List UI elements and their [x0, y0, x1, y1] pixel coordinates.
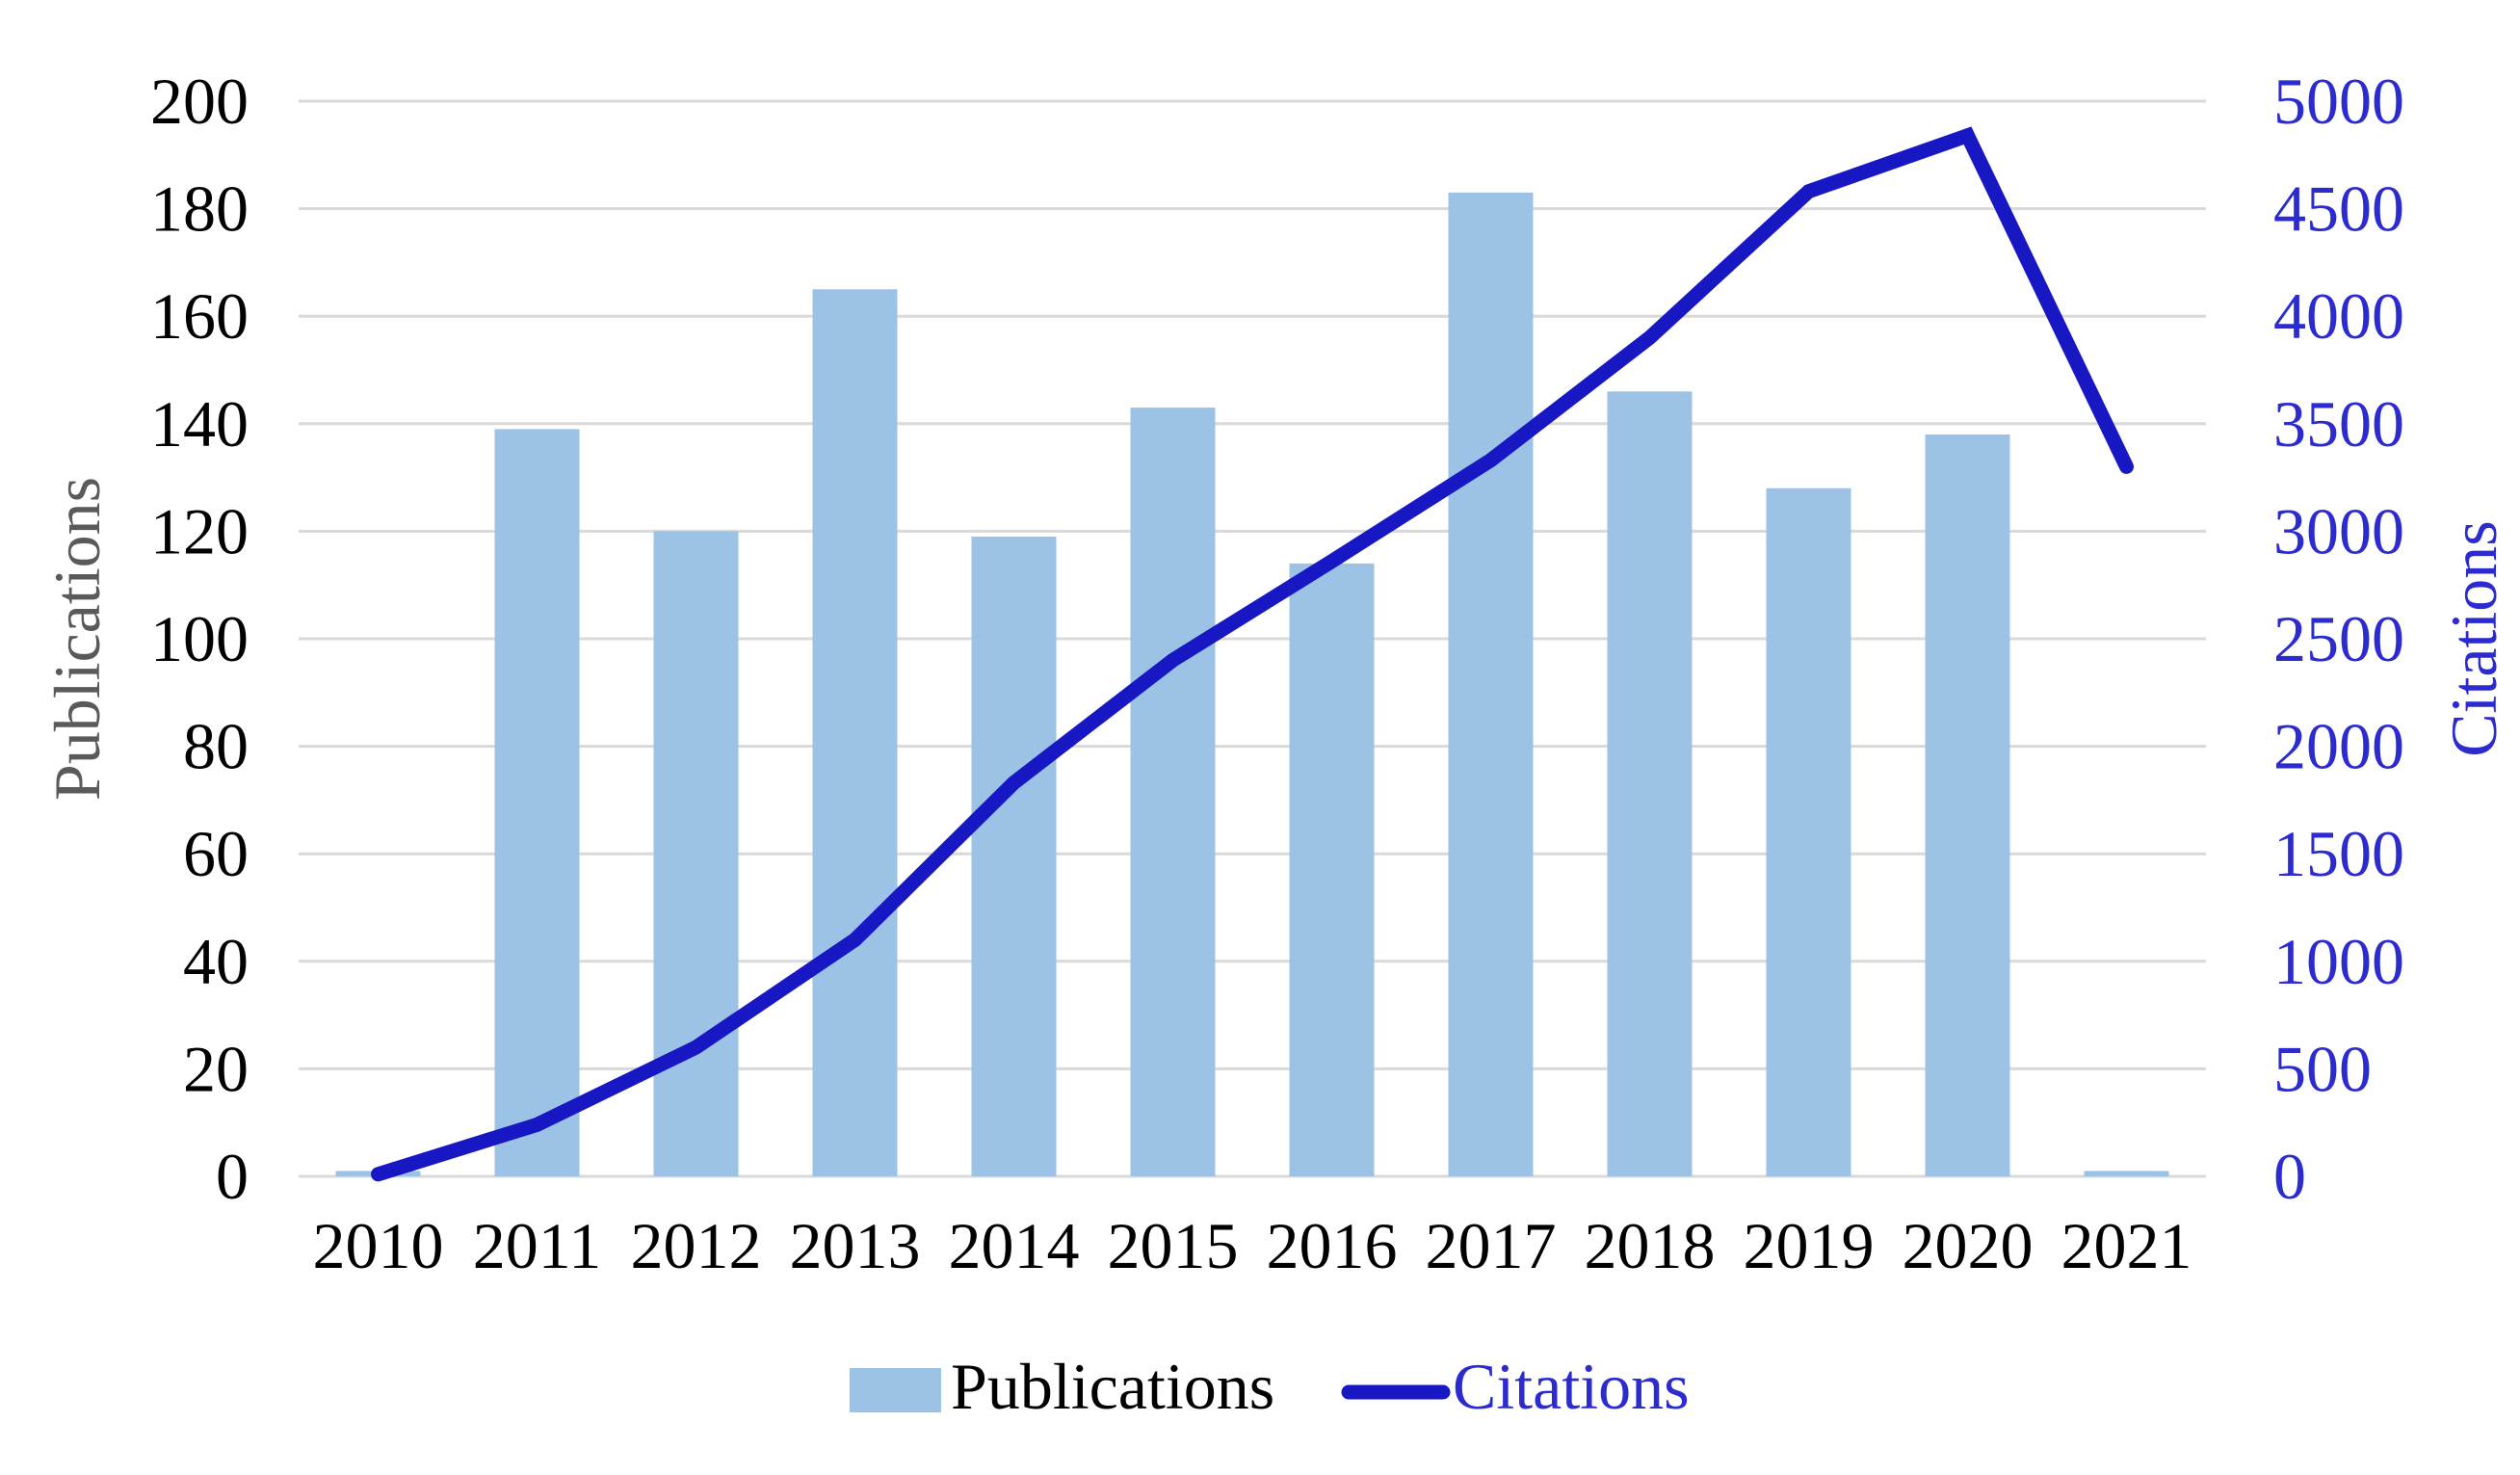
bar-2013 — [812, 289, 898, 1176]
legend-swatch-publications — [850, 1368, 941, 1412]
x-axis-label-2018: 2018 — [1585, 1209, 1716, 1282]
bar-2012 — [653, 531, 739, 1176]
left-axis-tick-label: 200 — [150, 65, 249, 138]
x-axis-label-2010: 2010 — [313, 1209, 444, 1282]
bar-2015 — [1130, 408, 1216, 1176]
legend-label-citations: Citations — [1453, 1350, 1690, 1423]
right-axis-tick-label: 4000 — [2273, 279, 2404, 353]
right-axis-tick-label: 1000 — [2273, 925, 2404, 998]
bar-2011 — [494, 429, 580, 1176]
bar-2016 — [1289, 563, 1375, 1176]
left-axis-tick-label: 60 — [183, 817, 249, 890]
left-axis-tick-label: 140 — [150, 387, 249, 461]
left-axis-tick-label: 120 — [150, 494, 249, 567]
right-axis-tick-label: 2500 — [2273, 602, 2404, 675]
right-axis-tick-label: 4500 — [2273, 172, 2404, 246]
x-axis-label-2017: 2017 — [1426, 1209, 1557, 1282]
left-axis-title: Publications — [40, 477, 114, 801]
right-axis-tick-label: 1500 — [2273, 817, 2404, 890]
left-axis-tick-label: 100 — [150, 602, 249, 675]
right-axis-title: Citations — [2437, 520, 2510, 757]
x-axis-label-2015: 2015 — [1108, 1209, 1239, 1282]
right-axis-tick-label: 500 — [2273, 1032, 2372, 1105]
right-axis-tick-label: 2000 — [2273, 710, 2404, 783]
x-axis-label-2012: 2012 — [631, 1209, 762, 1282]
left-axis-tick-label: 180 — [150, 172, 249, 246]
x-axis-label-2016: 2016 — [1267, 1209, 1398, 1282]
bar-2014 — [971, 536, 1057, 1176]
left-axis-tick-label: 40 — [183, 925, 249, 998]
right-axis-tick-label: 0 — [2273, 1140, 2306, 1213]
bar-2020 — [1925, 434, 2010, 1177]
x-axis-label-2019: 2019 — [1744, 1209, 1875, 1282]
x-axis-label-2011: 2011 — [473, 1209, 601, 1282]
right-axis-tick-label: 3500 — [2273, 387, 2404, 461]
x-axis-label-2013: 2013 — [790, 1209, 921, 1282]
right-axis-tick-label: 3000 — [2273, 494, 2404, 567]
right-axis-tick-label: 5000 — [2273, 65, 2404, 138]
left-axis-tick-label: 0 — [216, 1140, 249, 1213]
x-axis-label-2021: 2021 — [2061, 1209, 2192, 1282]
x-axis-label-2014: 2014 — [949, 1209, 1080, 1282]
citations-line — [371, 126, 2134, 1182]
legend-label-publications: Publications — [951, 1350, 1274, 1423]
left-axis-tick-label: 80 — [183, 710, 249, 783]
x-axis-label-2020: 2020 — [1903, 1209, 2034, 1282]
bar-2017 — [1448, 192, 1534, 1177]
left-axis-tick-label: 160 — [150, 279, 249, 353]
bar-2019 — [1766, 487, 1851, 1176]
left-axis-tick-label: 20 — [183, 1032, 249, 1105]
bar-2018 — [1607, 391, 1693, 1176]
bar-2021 — [2084, 1171, 2169, 1176]
